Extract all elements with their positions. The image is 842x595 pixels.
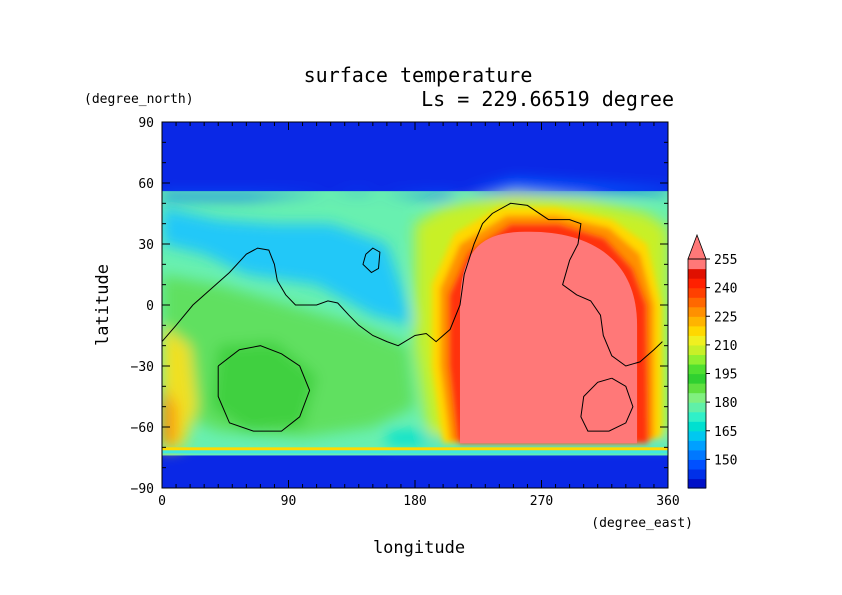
y-tick-label: 0 (146, 299, 154, 314)
hellas-region (211, 341, 317, 432)
colorbar-swatch (688, 449, 706, 460)
y-unit-label: (degree_north) (84, 92, 194, 107)
y-tick-label: −90 (131, 482, 154, 497)
chart-subtitle: Ls = 229.66519 degree (421, 87, 674, 111)
colorbar-swatch (688, 392, 706, 403)
north-polar-cap (162, 122, 668, 192)
x-axis-label: longitude (373, 538, 465, 558)
colorbar-tick-label: 240 (714, 282, 737, 297)
x-tick-label: 180 (403, 494, 426, 509)
colorbar-swatch (688, 325, 706, 336)
chart-title: surface temperature (304, 63, 533, 87)
colorbar-tick-label: 165 (714, 425, 737, 440)
x-tick-label: 270 (530, 494, 553, 509)
y-axis-label: latitude (93, 264, 113, 346)
hellas-basin-contour (217, 345, 311, 432)
temperature-field (162, 122, 668, 488)
island-contour (362, 247, 381, 274)
colorbar-swatch (688, 440, 706, 451)
colorbar-swatch (688, 402, 706, 413)
colorbar-swatch (688, 363, 706, 375)
north-edge-band (162, 178, 668, 200)
colorbar-swatch (688, 278, 706, 289)
colorbar-tick-label: 195 (714, 368, 737, 383)
colorbar-swatch (688, 354, 706, 365)
x-tick-label: 90 (281, 494, 297, 509)
contour-lines (162, 202, 663, 432)
x-tick-label: 360 (656, 494, 679, 509)
colorbar-tick-label: 180 (714, 396, 737, 411)
colorbar-swatch (688, 459, 706, 470)
colorbar-swatch (688, 297, 706, 308)
y-tick-label: 90 (138, 116, 154, 131)
y-tick-label: 60 (138, 177, 154, 192)
colorbar-swatch (688, 268, 706, 279)
colorbar-swatch (688, 383, 706, 394)
colorbar-swatch (688, 306, 706, 317)
colorbar-swatch (688, 421, 706, 432)
coastline-contour (162, 202, 663, 367)
colorbar-swatch (688, 287, 706, 298)
x-unit-label: (degree_east) (591, 516, 693, 531)
hottest-region (459, 231, 638, 444)
colorbar-tick-label: 225 (714, 310, 737, 325)
colorbar-swatch (688, 373, 706, 384)
y-tick-label: −30 (131, 360, 154, 375)
cool-region-north (162, 207, 413, 326)
x-tick-label: 0 (158, 494, 166, 509)
colorbar-swatch (688, 344, 706, 356)
colorbar-swatch (688, 259, 706, 270)
axes: 0 90 180 270 360 90 60 30 0 −30 −60 −90 (131, 116, 680, 509)
colorbar-tick-label: 255 (714, 253, 737, 268)
argyre-basin-contour (580, 377, 634, 432)
west-hot-edge (162, 386, 177, 448)
south-edge-yellow (162, 447, 668, 451)
colorbar-swatch (688, 430, 706, 441)
colorbar-swatch (688, 316, 706, 327)
colorbar-swatch (688, 335, 706, 346)
colorbar-extend-arrow (687, 233, 707, 260)
south-edge-cyan (162, 450, 668, 454)
y-tick-label: −60 (131, 421, 154, 436)
colorbar-tick-label: 150 (714, 453, 737, 468)
colorbar-swatch (688, 411, 706, 422)
colorbar-swatch (688, 478, 706, 489)
colorbar: 150 165 180 195 210 225 240 255 (687, 233, 737, 489)
y-tick-label: 30 (138, 238, 154, 253)
colorbar-tick-label: 210 (714, 339, 737, 354)
colorbar-swatch (688, 468, 706, 480)
